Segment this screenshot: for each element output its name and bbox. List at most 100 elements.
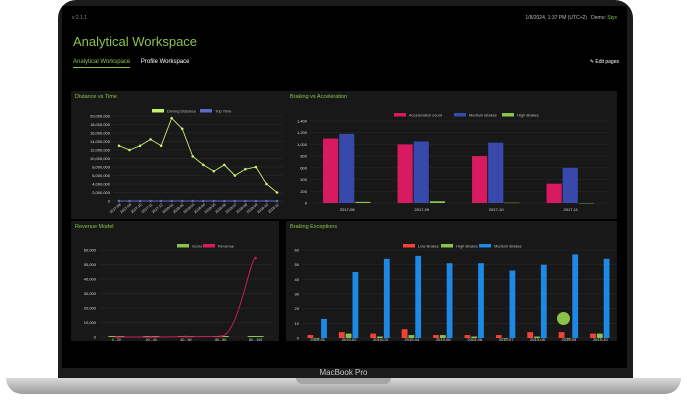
data-point [149,138,152,141]
series-line [118,117,278,193]
bar [464,335,471,338]
data-point [138,144,142,148]
series-line [116,257,257,338]
y-tick-label: 800 [300,154,307,159]
bar [433,335,439,338]
x-tick-label: 2019-08 [530,337,545,341]
data-point [170,199,173,203]
y-tick-label: 10 [295,321,300,326]
data-point [180,127,184,131]
tab-profile-workspace[interactable]: Profile Workspace [140,59,190,65]
bar [323,138,339,203]
edit-pages-label: Edit pages [595,59,619,65]
bar [478,263,484,338]
legend-swatch [403,244,415,248]
data-point [233,199,237,203]
legend-swatch [203,244,215,248]
y-tick-label: 0 [305,201,308,206]
panel-braking-vs-acceleration: Braking vs Acceleration 0 200 400 600 800 1,0… [286,91,617,219]
y-tick-label: 1,200 [297,130,308,135]
y-tick-label: 30,000 [84,291,97,296]
legend-label: Trip Time [215,109,232,114]
y-tick-label: 600 [300,165,307,170]
x-tick-label: 80 - 100 [249,338,262,341]
bar [345,333,352,338]
data-point [149,199,152,203]
tab-analytical-workspace[interactable]: Analytical Workspace [73,59,131,68]
y-tick-label: 1,000 [297,142,308,147]
y-tick-label: 1,400 [297,119,308,124]
x-tick-label: 2018-09 [246,203,259,215]
x-tick-label: 2019-10 [593,337,608,341]
data-point [201,199,205,203]
x-tick-label: 2018-01 [162,203,175,215]
floating-action-button[interactable] [557,312,570,325]
panel-title: Revenue Model [75,224,114,230]
x-tick-label: 2019-05 [436,337,451,341]
x-tick-label: 2018-05 [204,203,217,215]
bar [401,329,408,338]
bar [527,332,534,338]
data-point [254,199,258,203]
user-name[interactable]: Styx [607,15,617,21]
bar [413,141,429,203]
y-tick-label: 10,000,000 [90,156,111,161]
bar [596,333,603,338]
app-version: v 2.1.1 [72,15,88,21]
y-tick-label: 40,000 [84,277,97,282]
bar [307,335,314,338]
y-tick-label: 20 [295,306,300,311]
x-tick-label: 20 - 40 [146,338,157,341]
x-tick-label: 2018-11 [267,203,279,214]
bar [603,258,610,338]
y-tick-label: 0 [297,336,300,341]
bar [370,333,377,338]
legend-swatch [454,113,466,117]
data-point [219,335,222,338]
device-label: MacBook Pro [319,368,368,377]
y-tick-label: 14,000,000 [90,139,111,144]
data-point [201,163,205,167]
panel-title: Braking vs Acceleration [290,94,348,100]
y-tick-label: 30 [295,292,300,297]
legend-label: Score [192,244,203,249]
data-point [223,199,226,203]
data-point [254,256,257,260]
x-tick-label: 2019-07 [499,337,514,341]
data-point [275,199,279,203]
data-point [159,199,163,203]
bar [321,318,327,338]
x-tick-label: 2018-10 [256,203,269,215]
bar [339,133,355,203]
laptop-base [6,378,681,394]
legend-label: Low Brakes [418,244,439,249]
workspace-tabs: Analytical Workspace Profile Workspace [73,59,199,68]
data-point [128,148,131,152]
x-tick-label: 2017-10 [130,203,143,215]
y-tick-label: 60 [295,248,300,253]
legend-swatch [200,109,212,113]
legend-label: Acceleration count [409,113,443,118]
data-point [117,199,121,203]
y-tick-label: 60,000 [84,248,97,253]
y-tick-label: 16,000,000 [90,131,111,136]
header-info: 1/8/2024, 1:37 PM (UTC+2) Demo: Styx [525,15,617,21]
y-tick-label: 12,000,000 [90,148,111,153]
x-tick-label: 2018-06 [214,203,227,215]
edit-pages-button[interactable]: ✎ Edit pages [590,59,619,65]
x-tick-label: 2018-08 [235,203,248,215]
bar [377,336,383,338]
legend-label: High Brakes [456,244,478,249]
x-tick-label: 2019-01 [310,337,325,341]
x-tick-label: 2017-08 [109,203,122,215]
bar [429,201,445,203]
distance-vs-time-chart: 0 2,000,000 4,000,000 6,000,000 8,000,000 10,… [90,109,283,215]
data-point [265,182,268,186]
x-tick-label: 2018-07 [225,203,238,215]
data-point [159,144,163,148]
bar [408,335,415,338]
x-tick-label: 2017-09 [119,203,132,215]
bar [558,332,565,338]
panel-title: Distance vs Time [75,94,117,100]
y-tick-label: 18,000,000 [90,122,111,127]
